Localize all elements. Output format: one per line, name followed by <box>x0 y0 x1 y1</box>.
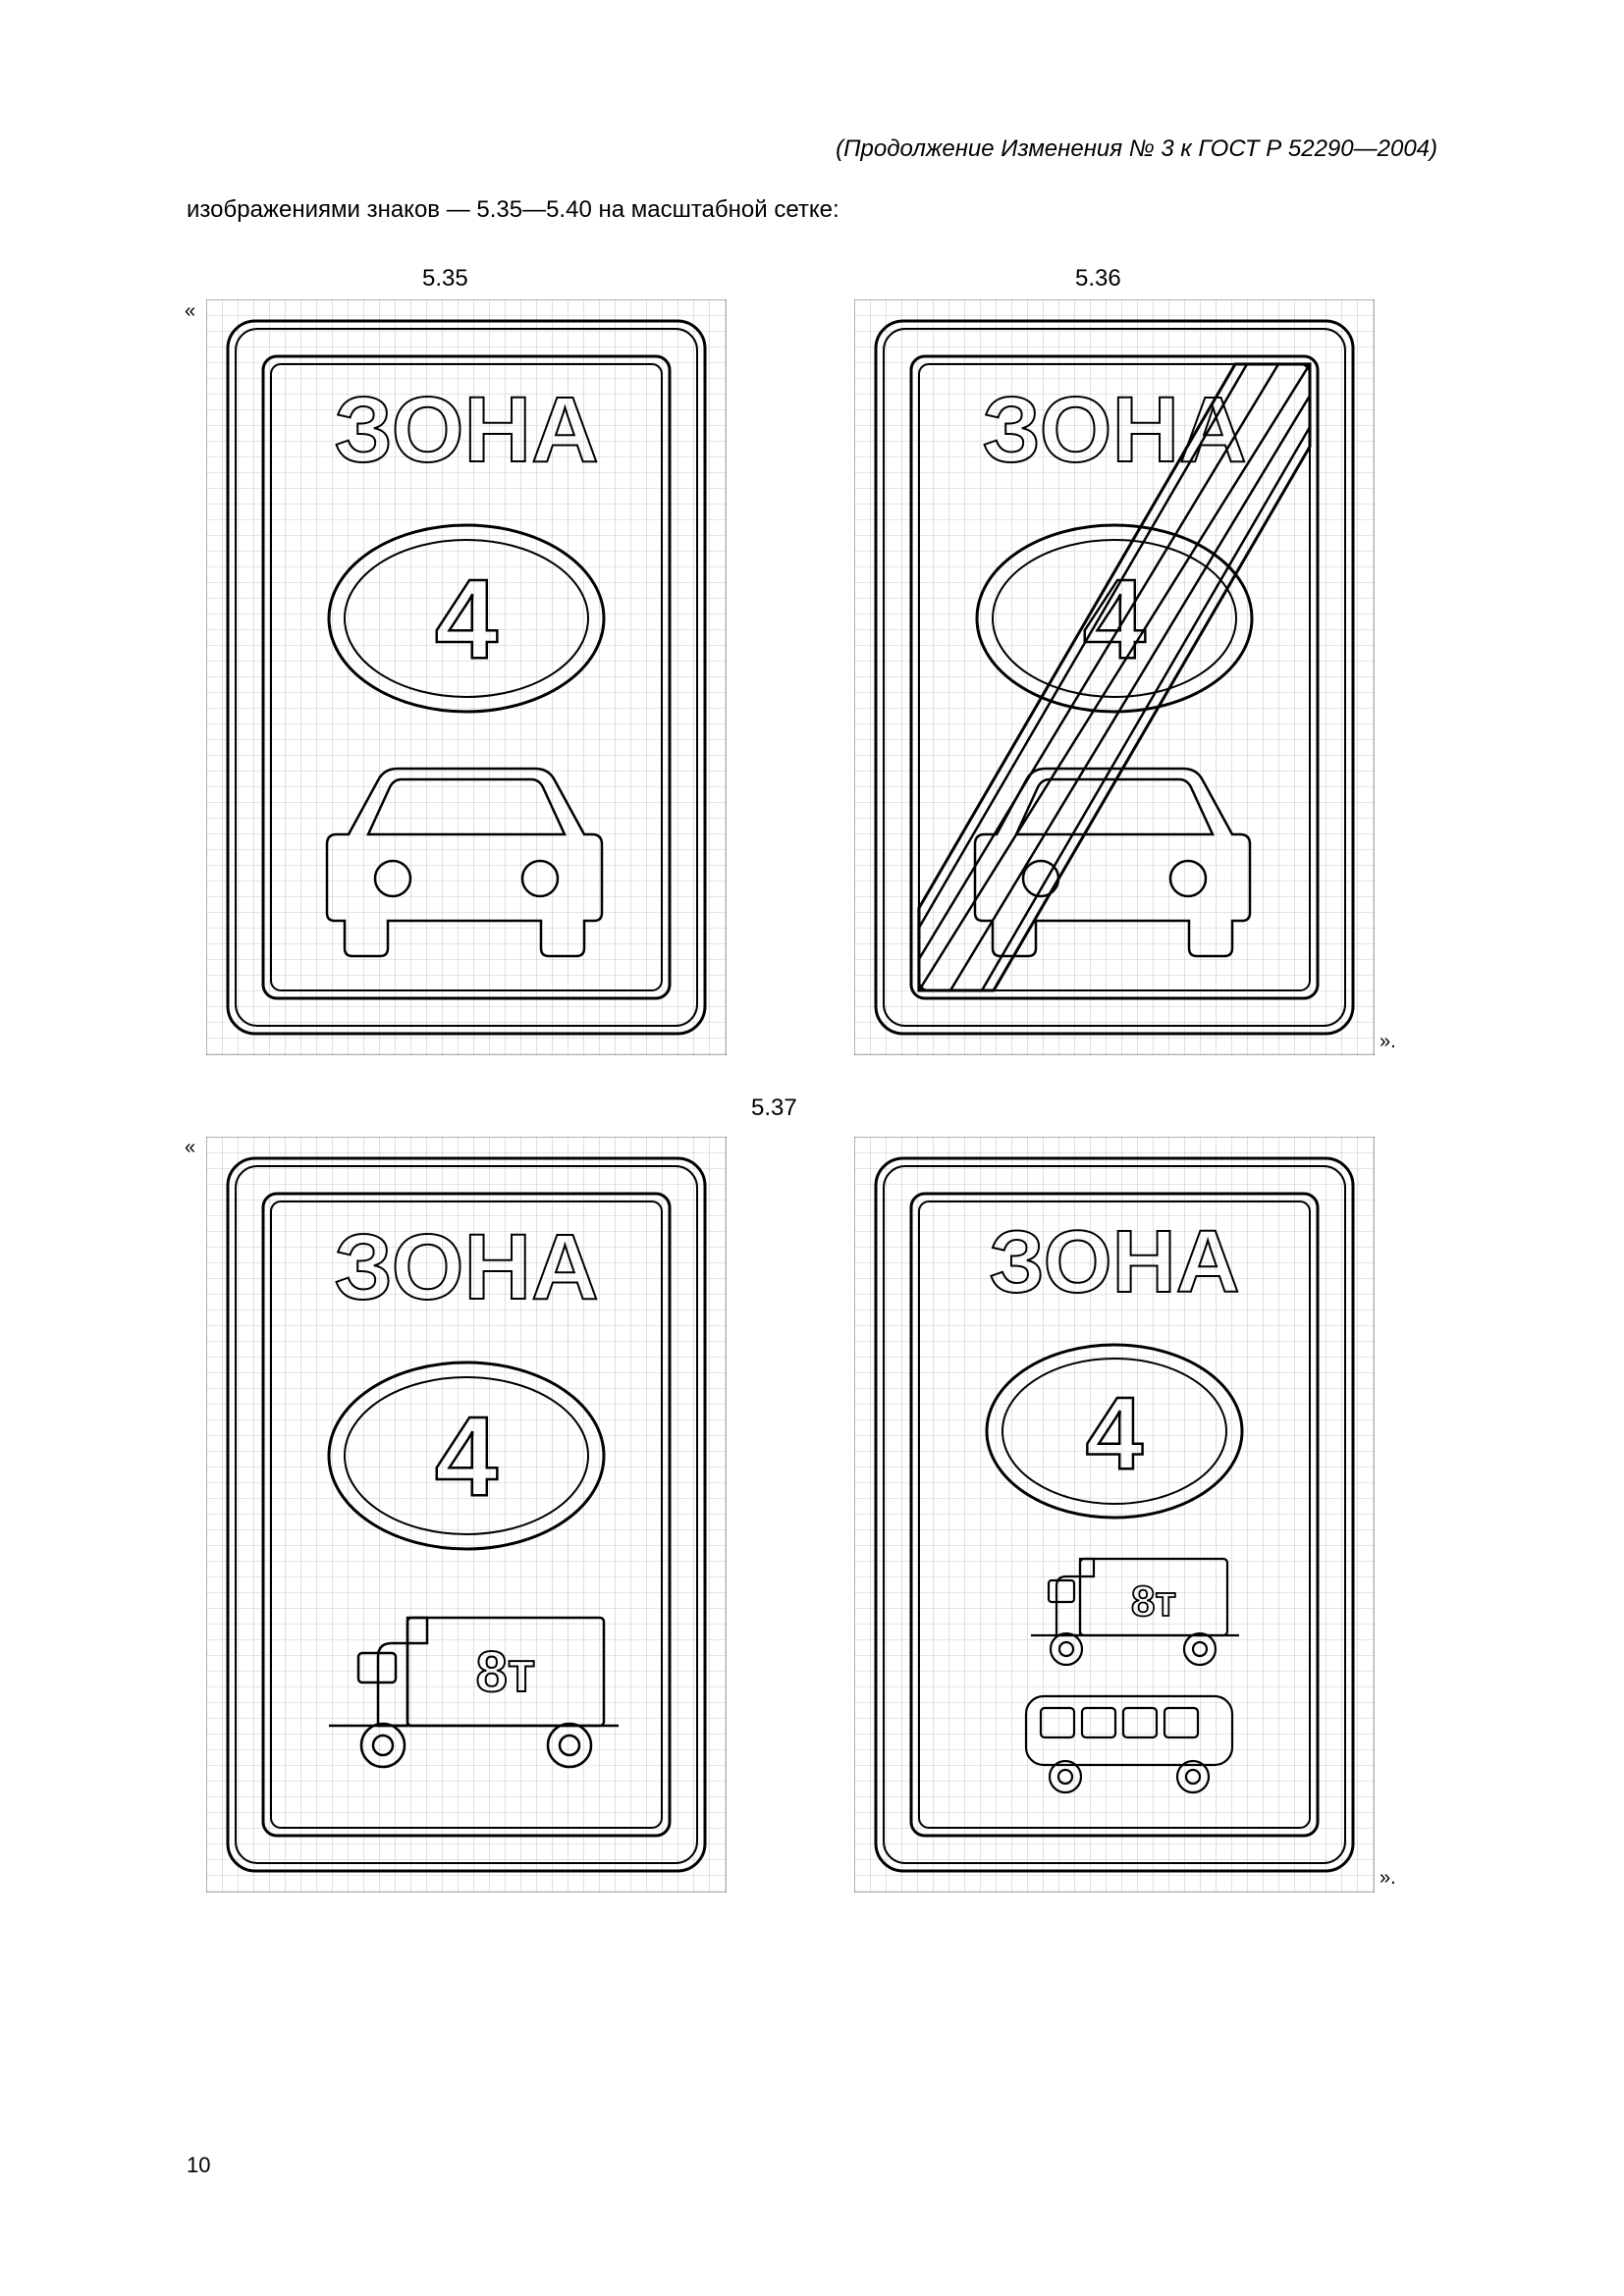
zone-text: ЗОНА <box>982 378 1246 482</box>
label-5-36: 5.36 <box>1075 265 1121 293</box>
four-text: 4 <box>1083 557 1146 682</box>
intro-text: изображениями знаков — 5.35—5.40 на масш… <box>187 196 839 224</box>
zone-text: ЗОНА <box>989 1213 1239 1311</box>
open-quote-1: « <box>185 300 195 323</box>
eight-t-text: 8т <box>476 1640 536 1704</box>
close-quote-1: ». <box>1380 1031 1396 1053</box>
open-quote-2: « <box>185 1137 195 1159</box>
page-header: (Продолжение Изменения № 3 к ГОСТ Р 5229… <box>836 135 1437 163</box>
page-number: 10 <box>187 2153 210 2178</box>
zone-text: ЗОНА <box>334 378 598 482</box>
four-text: 4 <box>435 557 498 682</box>
sign-5-37-b-svg: ЗОНА 4 8т <box>854 1137 1375 1893</box>
four-text: 4 <box>1086 1376 1143 1491</box>
sign-5-36-svg: ЗОНА 4 <box>854 299 1375 1055</box>
four-text: 4 <box>435 1394 498 1520</box>
eight-t-text: 8т <box>1131 1577 1176 1626</box>
sign-5-37-a: ЗОНА 4 8т <box>206 1137 727 1893</box>
label-5-37: 5.37 <box>751 1095 797 1122</box>
sign-5-35-svg: ЗОНА 4 <box>206 299 727 1055</box>
zone-text: ЗОНА <box>334 1215 598 1319</box>
close-quote-2: ». <box>1380 1867 1396 1890</box>
sign-5-35: ЗОНА 4 <box>206 299 727 1055</box>
sign-5-37-a-svg: ЗОНА 4 8т <box>206 1137 727 1893</box>
sign-5-37-b: ЗОНА 4 8т <box>854 1137 1375 1893</box>
sign-5-36: ЗОНА 4 <box>854 299 1375 1055</box>
page: (Продолжение Изменения № 3 к ГОСТ Р 5229… <box>0 0 1624 2296</box>
label-5-35: 5.35 <box>422 265 468 293</box>
